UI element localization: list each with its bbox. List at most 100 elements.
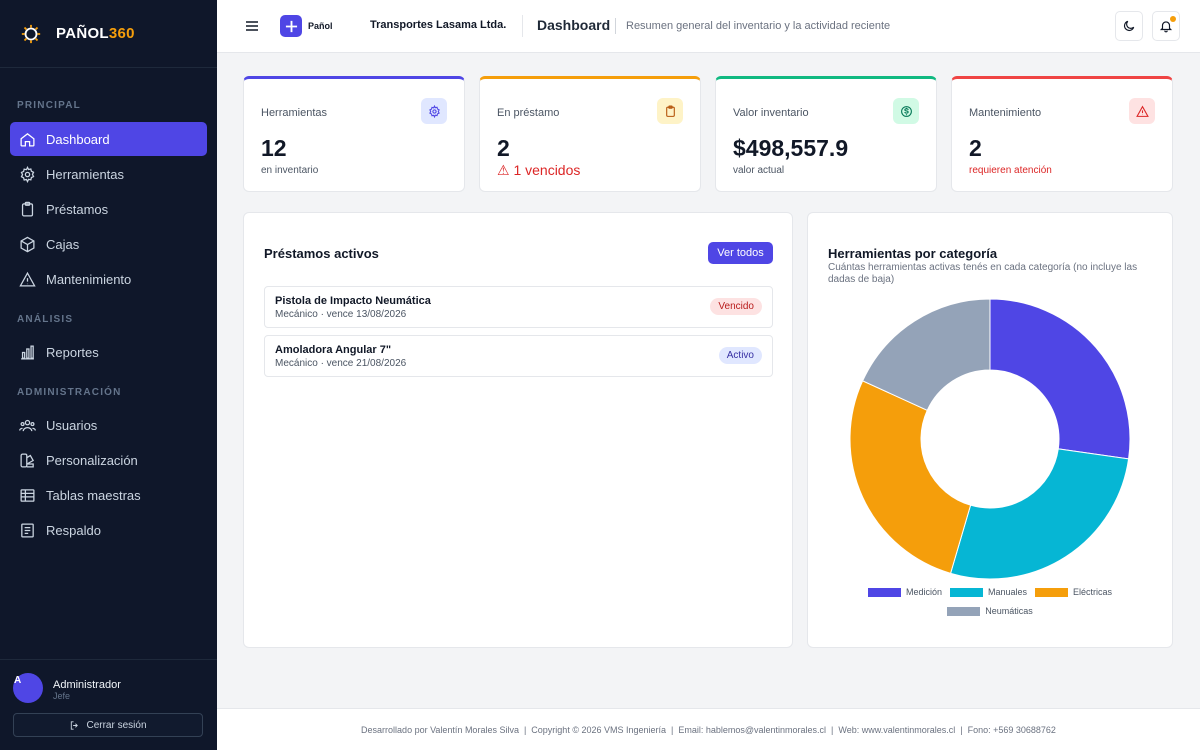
logout-button[interactable]: Cerrar sesión bbox=[13, 713, 203, 737]
user-role: Jefe bbox=[53, 691, 71, 701]
nav-section-administracion: ADMINISTRACIÓN bbox=[17, 387, 122, 398]
page-footer: Desarrollado por Valentín Morales Silva … bbox=[217, 708, 1200, 750]
backup-icon bbox=[21, 522, 34, 538]
dollar-icon bbox=[900, 105, 912, 117]
legend-swatch bbox=[867, 587, 901, 597]
notifications-button[interactable] bbox=[1152, 11, 1180, 41]
sidebar-item-reportes[interactable]: Reportes bbox=[10, 335, 207, 369]
pie-slice-medición[interactable] bbox=[989, 298, 1131, 460]
sidebar-item-label: Usuarios bbox=[46, 417, 98, 433]
legend-item[interactable]: Eléctricas bbox=[1035, 587, 1112, 597]
palette-icon bbox=[20, 452, 35, 468]
stat-icon-box bbox=[421, 98, 447, 124]
table-icon bbox=[20, 488, 35, 502]
active-loans-panel: Préstamos activos Ver todos Pistola de I… bbox=[243, 212, 793, 648]
chart-legend-row-1: Medición Manuales Eléctricas bbox=[808, 587, 1172, 597]
loan-tool-name: Pistola de Impacto Neumática bbox=[275, 295, 431, 307]
title-separator bbox=[615, 18, 616, 34]
category-chart-panel: Herramientas por categoría Cuántas herra… bbox=[807, 212, 1173, 648]
stat-sub: requieren atención bbox=[969, 165, 1052, 176]
sidebar-item-mantenimiento[interactable]: Mantenimiento bbox=[10, 262, 207, 296]
sidebar-item-personalizacion[interactable]: Personalización bbox=[10, 443, 207, 477]
warning-icon bbox=[19, 271, 36, 287]
legend-label: Medición bbox=[905, 587, 942, 597]
pie-slice-manuales[interactable] bbox=[949, 448, 1130, 580]
stat-icon-box bbox=[893, 98, 919, 124]
stat-value: 2 bbox=[497, 135, 510, 161]
sidebar-user-panel: A Administrador Jefe Cerrar sesión bbox=[0, 659, 217, 750]
sidebar-item-herramientas[interactable]: Herramientas bbox=[10, 157, 207, 191]
donut-chart bbox=[849, 298, 1131, 580]
stat-label: Mantenimiento bbox=[969, 107, 1042, 119]
legend-label: Neumáticas bbox=[985, 606, 1033, 616]
chart-subtitle: Cuántas herramientas activas tenés en ca… bbox=[828, 262, 1138, 285]
notification-dot bbox=[1170, 16, 1176, 22]
stat-value: 12 bbox=[261, 135, 287, 161]
theme-toggle-button[interactable] bbox=[1115, 11, 1143, 41]
sidebar-item-label: Mantenimiento bbox=[46, 271, 132, 287]
logout-label: Cerrar sesión bbox=[86, 719, 147, 731]
logo-icon bbox=[21, 24, 41, 43]
sidebar-item-cajas[interactable]: Cajas bbox=[10, 227, 207, 261]
loan-meta: Mecánico · vence 13/08/2026 bbox=[275, 309, 407, 320]
app-switcher-button[interactable] bbox=[280, 15, 302, 37]
gear-icon bbox=[20, 165, 35, 183]
stat-card-valor-inventario[interactable]: Valor inventario $498,557.9 valor actual bbox=[715, 76, 937, 192]
view-all-button[interactable]: Ver todos bbox=[708, 242, 773, 264]
sidebar-item-label: Préstamos bbox=[46, 201, 109, 217]
warning-icon bbox=[1135, 105, 1149, 117]
sidebar-item-label: Cajas bbox=[46, 236, 80, 252]
stat-icon-box bbox=[1129, 98, 1155, 124]
bar-chart-icon bbox=[21, 344, 34, 360]
logout-icon bbox=[71, 720, 79, 730]
hamburger-menu-icon[interactable] bbox=[244, 18, 260, 34]
page-subtitle: Resumen general del inventario y la acti… bbox=[626, 20, 891, 32]
stat-label: En préstamo bbox=[497, 107, 560, 119]
stat-card-mantenimiento[interactable]: Mantenimiento 2 requieren atención bbox=[951, 76, 1173, 192]
box-icon bbox=[20, 236, 35, 252]
panel-title: Herramientas por categoría bbox=[828, 246, 998, 261]
sidebar-item-label: Personalización bbox=[46, 452, 138, 468]
clipboard-icon bbox=[665, 105, 675, 117]
sidebar-item-prestamos[interactable]: Préstamos bbox=[10, 192, 207, 226]
stat-card-en-prestamo[interactable]: En préstamo 2 ⚠ 1 vencidos bbox=[479, 76, 701, 192]
stat-icon-box bbox=[657, 98, 683, 124]
company-name: Transportes Lasama Ltda. bbox=[370, 19, 507, 31]
chart-legend-row-2: Neumáticas bbox=[808, 606, 1172, 616]
stat-sub: valor actual bbox=[733, 165, 785, 176]
top-header: Pañol Transportes Lasama Ltda. Dashboard… bbox=[217, 0, 1200, 53]
brand[interactable]: PAÑOL360 bbox=[0, 0, 217, 68]
sidebar-item-usuarios[interactable]: Usuarios bbox=[10, 408, 207, 442]
legend-label: Manuales bbox=[987, 587, 1028, 597]
legend-label: Eléctricas bbox=[1073, 587, 1113, 597]
pie-slice-eléctricas[interactable] bbox=[849, 380, 972, 574]
status-badge: Activo bbox=[718, 347, 762, 364]
stat-value: $498,557.9 bbox=[733, 135, 849, 161]
legend-item[interactable]: Medición bbox=[867, 587, 942, 597]
legend-swatch bbox=[1035, 587, 1069, 597]
sidebar-item-label: Dashboard bbox=[46, 131, 110, 147]
brand-name: PAÑOL360 bbox=[56, 25, 135, 42]
stat-label: Valor inventario bbox=[733, 107, 809, 119]
sidebar-item-tablas-maestras[interactable]: Tablas maestras bbox=[10, 478, 207, 512]
loan-meta: Mecánico · vence 21/08/2026 bbox=[275, 358, 407, 369]
app-label: Pañol bbox=[308, 21, 333, 31]
stat-value: 2 bbox=[969, 135, 982, 161]
page-title: Dashboard bbox=[537, 17, 611, 33]
legend-swatch bbox=[949, 587, 983, 597]
loan-tool-name: Amoladora Angular 7" bbox=[275, 344, 392, 356]
sidebar-item-label: Respaldo bbox=[46, 522, 101, 538]
sidebar-item-dashboard[interactable]: Dashboard bbox=[10, 122, 207, 156]
header-divider bbox=[522, 15, 523, 37]
loan-item[interactable]: Pistola de Impacto Neumática Mecánico · … bbox=[264, 286, 773, 328]
avatar[interactable]: A bbox=[13, 673, 43, 703]
legend-item[interactable]: Manuales bbox=[949, 587, 1028, 597]
loan-item[interactable]: Amoladora Angular 7" Mecánico · vence 21… bbox=[264, 335, 773, 377]
bell-icon bbox=[1159, 21, 1173, 33]
stat-card-herramientas[interactable]: Herramientas 12 en inventario bbox=[243, 76, 465, 192]
stat-label: Herramientas bbox=[261, 107, 328, 119]
moon-icon bbox=[1124, 20, 1135, 31]
pie-slice-neumáticas[interactable] bbox=[861, 298, 991, 411]
legend-item[interactable]: Neumáticas bbox=[947, 606, 1033, 616]
sidebar-item-respaldo[interactable]: Respaldo bbox=[10, 513, 207, 547]
